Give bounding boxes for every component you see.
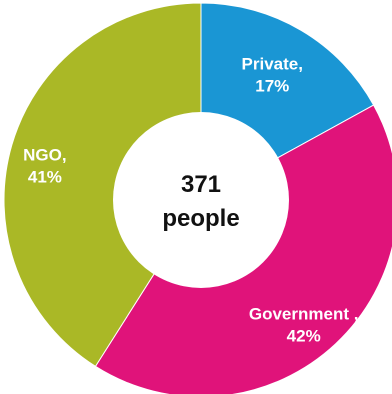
slice-percent-government: 42%: [287, 326, 321, 345]
center-unit: people: [162, 205, 239, 232]
slice-label-private: Private,: [242, 54, 303, 73]
slice-labels: Private, 17% Government , 42% NGO, 41%: [23, 54, 358, 345]
center-count: 371: [181, 171, 221, 198]
slice-percent-private: 17%: [255, 76, 289, 95]
slice-ngo: [3, 2, 202, 368]
slice-label-ngo: NGO,: [23, 146, 66, 165]
slice-percent-ngo: 41%: [28, 168, 62, 187]
donut-hole: [113, 112, 289, 288]
slice-label-government: Government ,: [249, 304, 359, 323]
